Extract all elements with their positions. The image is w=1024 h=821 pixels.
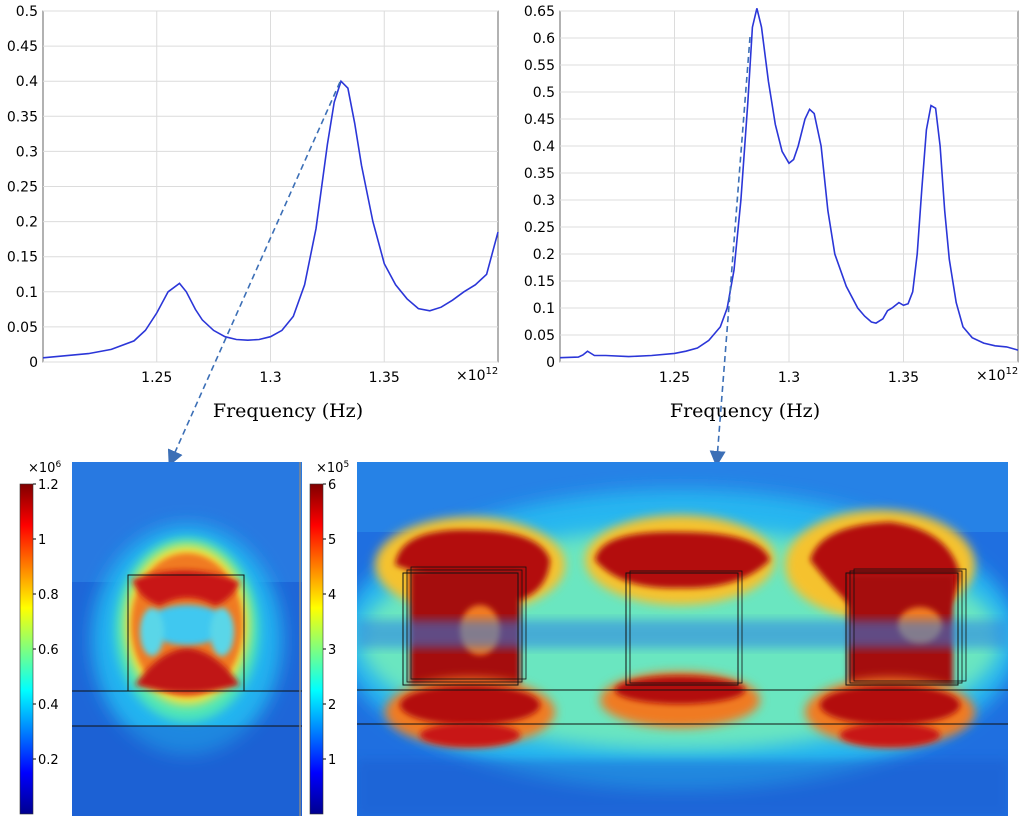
resonator-outline-right-1 — [402, 572, 519, 686]
colorbar-tick-label: 1 — [38, 533, 46, 548]
colorbar-tick-label: 2 — [328, 698, 336, 713]
ytick-label: 0.25 — [524, 220, 555, 236]
colorbar-tick-label: 4 — [328, 588, 336, 603]
colorbar-tick-label: 5 — [328, 533, 336, 548]
plot-left-xlabel: Frequency (Hz) — [213, 400, 363, 422]
colorbar-tick-label: 0.8 — [38, 588, 59, 603]
colorbar-tick-label: 1 — [328, 753, 336, 768]
plot-left: 0 0.05 0.1 0.15 0.2 0.25 0.3 0.35 0.4 0.45 0.5 1.2… — [7, 4, 499, 422]
arrow-right-peak — [709, 36, 751, 467]
ytick-label: 0.6 — [533, 31, 555, 47]
plot-right-xticks: 1.25 1.3 1.35 — [659, 370, 919, 386]
colorbar-tick-label: 3 — [328, 643, 336, 658]
ytick-label: 0.45 — [7, 39, 38, 55]
ytick-label: 0.3 — [533, 193, 555, 209]
colorbar-right-gradient — [309, 483, 324, 815]
ytick-label: 0.05 — [7, 320, 38, 336]
colorbar-tick-label: 0.6 — [38, 643, 59, 658]
ytick-label: 0.4 — [533, 139, 555, 155]
colorbar-left-scale: ×106 — [28, 460, 61, 476]
ytick-label: 0.4 — [16, 74, 38, 90]
ytick-label: 0.15 — [524, 274, 555, 290]
ytick-label: 0.1 — [533, 301, 555, 317]
xtick-label: 1.25 — [659, 370, 690, 386]
ytick-label: 0.05 — [524, 328, 555, 344]
ytick-label: 0.1 — [16, 285, 38, 301]
plot-right-grid — [560, 10, 1018, 363]
ytick-label: 0.55 — [524, 58, 555, 74]
xtick-label: 1.25 — [141, 370, 172, 386]
xtick-label: 1.3 — [259, 370, 281, 386]
ytick-label: 0.35 — [7, 109, 38, 125]
plot-right-xlabel: Frequency (Hz) — [670, 400, 820, 422]
colorbar-left-gradient — [19, 483, 34, 815]
plot-left-xticks: 1.25 1.3 1.35 — [141, 370, 400, 386]
ytick-label: 0.2 — [16, 215, 38, 231]
colorbar-right: ×105 1 2 3 4 5 6 — [309, 460, 349, 815]
ytick-label: 0 — [546, 355, 555, 371]
resonator-outline-right-2 — [625, 572, 739, 686]
plot-left-yticks: 0 0.05 0.1 0.15 0.2 0.25 0.3 0.35 0.4 0.45 0.5 — [7, 4, 38, 371]
ytick-label: 0.5 — [16, 4, 38, 20]
xtick-label: 1.3 — [778, 370, 800, 386]
plot-left-exponent-label: ×1012 — [456, 366, 498, 384]
plot-right-yticks: 0 0.05 0.1 0.15 0.2 0.25 0.3 0.35 0.4 0.45 0.5 0.55… — [524, 4, 555, 371]
plot-left-grid — [43, 10, 498, 363]
arrow-left-peak — [167, 81, 341, 467]
field-map-left — [72, 462, 302, 816]
ytick-label: 0.25 — [7, 180, 38, 196]
colorbar-tick-label: 0.2 — [38, 753, 59, 768]
resonator-outline-right-3 — [845, 572, 959, 686]
field-map-right — [357, 462, 1008, 816]
plot-right-curve — [559, 8, 1019, 359]
colorbar-tick-label: 1.2 — [38, 478, 59, 493]
colorbar-right-ticks: 1 2 3 4 5 6 — [323, 478, 336, 768]
ytick-label: 0 — [29, 355, 38, 371]
colorbar-left: ×106 0.2 0.4 0.6 0.8 1 1.2 — [19, 460, 61, 815]
plot-right-exponent-label: ×1012 — [976, 366, 1018, 384]
ytick-label: 0.45 — [524, 112, 555, 128]
xtick-label: 1.35 — [369, 370, 400, 386]
ytick-label: 0.35 — [524, 166, 555, 182]
colorbar-right-scale: ×105 — [316, 460, 349, 476]
colorbar-tick-label: 0.4 — [38, 698, 59, 713]
colorbar-left-ticks: 0.2 0.4 0.6 0.8 1 1.2 — [33, 478, 59, 768]
xtick-label: 1.35 — [888, 370, 919, 386]
ytick-label: 0.15 — [7, 250, 38, 266]
ytick-label: 0.65 — [524, 4, 555, 20]
colorbar-tick-label: 6 — [328, 478, 336, 493]
ytick-label: 0.5 — [533, 85, 555, 101]
plot-right: 0 0.05 0.1 0.15 0.2 0.25 0.3 0.35 0.4 0.45 0.5 0.55… — [524, 4, 1019, 422]
ytick-label: 0.3 — [16, 144, 38, 160]
plot-left-curve — [42, 79, 499, 359]
ytick-label: 0.2 — [533, 247, 555, 263]
